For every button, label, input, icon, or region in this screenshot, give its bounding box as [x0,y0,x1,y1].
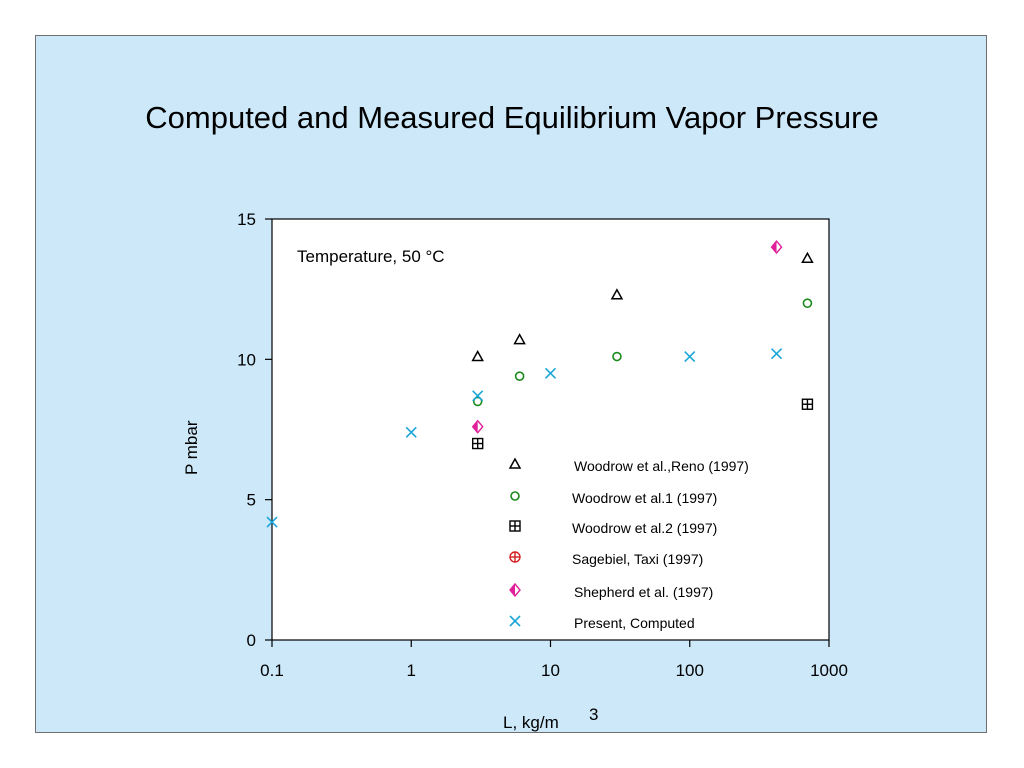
x-marker [544,367,557,379]
data-points [266,239,814,528]
y-tick-label: 10 [237,350,256,369]
boxplus-marker [471,437,484,450]
triangle-marker [610,288,624,300]
legend-marker [509,520,521,532]
diamond-marker [471,419,484,434]
y-tick-label: 15 [237,210,256,229]
x-tick-label: 1 [407,661,416,680]
triangle-marker [471,349,484,362]
legend-label: Woodrow et al.1 (1997) [572,490,717,506]
triangle-marker [801,251,814,264]
x-tick-label: 10 [541,661,560,680]
plot-area [271,218,830,641]
x-marker [472,390,484,402]
x-axis-title-superscript: 3 [589,705,598,724]
y-axis-title: P mbar [182,420,201,475]
x-tick-label: 0.1 [260,661,284,680]
x-axis-title: L, kg/m [503,713,559,732]
y-tick-label: 0 [247,631,256,650]
legend-label: Present, Computed [574,615,695,631]
legend-label: Woodrow et al.2 (1997) [572,520,717,536]
circle-marker [514,371,525,381]
temperature-annotation: Temperature, 50 °C [297,247,445,266]
slide-title: Computed and Measured Equilibrium Vapor … [145,100,879,135]
y-tick-label: 5 [247,491,256,510]
x-marker [770,348,783,360]
triangle-marker [513,333,526,345]
circle-marker [612,351,622,362]
x-marker [266,516,278,528]
circle-marker [472,396,483,407]
circle-marker [802,298,813,309]
x-tick-label: 1000 [810,661,848,680]
x-tick-label: 100 [676,661,704,680]
diamond-marker [770,239,783,255]
legend-label: Sagebiel, Taxi (1997) [572,551,703,567]
legend-marker [508,457,522,469]
x-marker [405,426,417,438]
boxplus-marker [801,398,814,410]
legend-marker [510,491,520,501]
axes: 0.1 1 10 100 1000 0 5 10 15 [237,210,848,680]
legend: Woodrow et al.,Reno (1997) Woodrow et al.… [508,457,749,631]
x-marker [684,350,696,363]
legend-marker [509,551,521,563]
legend-marker [509,615,521,627]
legend-label: Shepherd et al. (1997) [574,584,713,600]
legend-marker [509,582,521,598]
legend-label: Woodrow et al.,Reno (1997) [574,458,749,474]
